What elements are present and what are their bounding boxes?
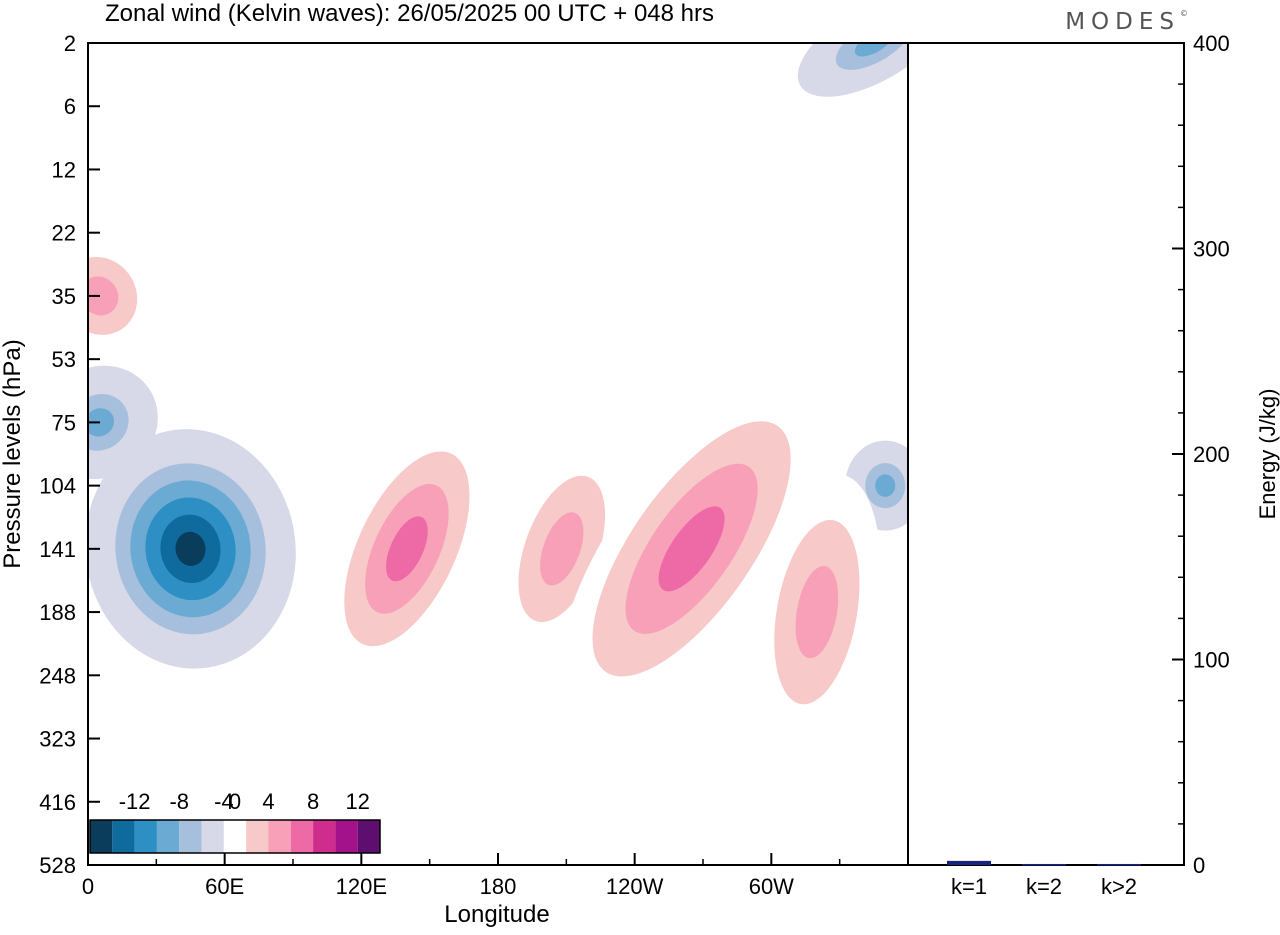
x-tick-label: 180 [480,874,517,899]
energy-axis: 0 100 200 300 400 [1172,31,1230,878]
colorbar-swatch [134,820,157,853]
y-tick-label: 22 [52,221,76,246]
y-tick-label: 141 [39,537,76,562]
energy-category-label: k=1 [951,874,987,899]
y-tick-label: 104 [39,474,76,499]
brand-logo: MODES© [1065,9,1188,35]
colorbar-swatch [290,820,314,853]
wind-contour-easterly [854,43,893,57]
wind-contour-westerly [795,565,839,659]
x-axis-label: Longitude [444,901,549,928]
y-tick-label: 416 [39,790,76,815]
colorbar-frame [89,819,381,854]
wind-contour-westerly [658,506,725,592]
colorbar-label: 12 [345,789,369,814]
colorbar-label: 0 [229,789,241,814]
y-tick-label: 75 [52,410,76,435]
x-tick-label: 60E [205,874,244,899]
energy-tick-label: 300 [1193,237,1230,262]
energy-category-label: k=2 [1026,874,1062,899]
x-tick-label: 60W [749,874,794,899]
energy-plot-frame [907,42,1185,866]
colorbar-label: -4 [214,789,234,814]
y-tick-label: 248 [39,663,76,688]
colorbar-swatch [179,820,202,853]
y-tick-label: 6 [64,94,76,119]
colorbar-swatch [201,820,224,853]
energy-bar [947,860,991,865]
colorbar-swatch [90,820,113,853]
colorbar-swatch [313,820,336,853]
y-tick-label: 35 [52,284,76,309]
y-axis-label: Pressure levels (hPa) [0,339,26,568]
wind-contour-easterly [175,531,206,566]
colorbar-swatch [112,820,135,853]
colorbar-swatch [268,820,291,853]
x-tick-label: 120E [336,874,387,899]
wind-contour-easterly [875,474,896,497]
y-tick-label: 53 [52,347,76,372]
x-tick-label: 0 [82,874,94,899]
colorbar-swatch [246,820,269,853]
x-tick-label: 120W [606,874,664,899]
energy-tick-label: 200 [1193,442,1230,467]
wind-contour-easterly [835,43,908,70]
energy-tick-label: 100 [1193,648,1230,673]
colorbar: -12 -8 -40 4 8 12 [88,780,382,857]
y-axis: 2 6 12 22 35 53 75 104 141 188 248 323 416 528 [39,31,100,878]
y-tick-label: 12 [52,157,76,182]
colorbar-swatch [156,820,180,853]
colorbar-label: -12 [119,789,151,814]
y-tick-label: 2 [64,31,76,56]
energy-tick-label: 400 [1193,31,1230,56]
colorbar-label: 4 [262,789,274,814]
wind-contour-westerly [386,516,428,582]
y-tick-label: 528 [39,853,76,878]
energy-bars: k=1 k=2 k>2 [947,860,1141,899]
energy-bar [1022,863,1066,866]
colorbar-label: -8 [169,789,189,814]
x-axis: 0 60E 120E 180 120W 60W [82,853,841,899]
energy-axis-label: Energy (J/kg) [1255,389,1280,520]
colorbar-swatch [335,820,358,853]
wind-contour-westerly [540,512,584,586]
energy-category-label: k>2 [1101,874,1137,899]
chart-title: Zonal wind (Kelvin waves): 26/05/2025 00… [105,0,714,27]
energy-tick-label: 0 [1193,853,1205,878]
y-tick-label: 188 [39,600,76,625]
y-tick-label: 323 [39,727,76,752]
colorbar-swatch [357,820,380,853]
wind-field [88,43,908,751]
colorbar-swatch [223,820,247,853]
energy-bar [1097,863,1141,866]
colorbar-label: 8 [307,789,319,814]
